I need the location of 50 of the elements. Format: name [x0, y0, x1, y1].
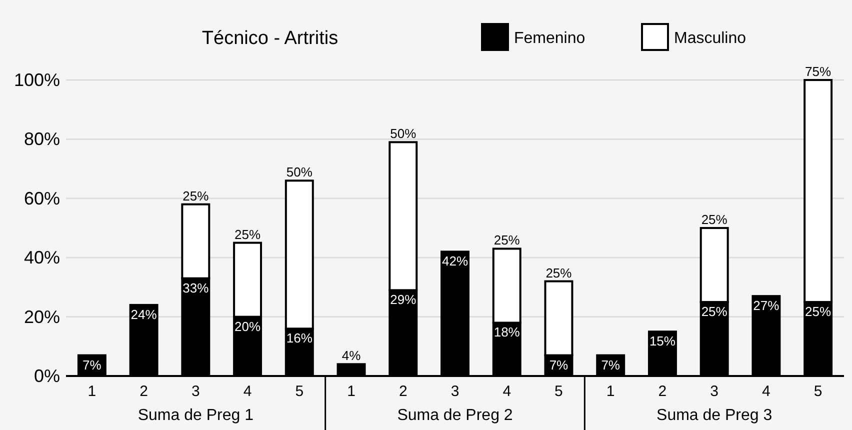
x-tick-label: 1 [606, 383, 615, 400]
data-label: 25% [234, 226, 261, 242]
data-label: 50% [286, 164, 313, 180]
x-tick-label: 3 [710, 383, 719, 400]
text: Suma de Preg 1 [138, 407, 254, 424]
data-label: 4% [342, 348, 362, 364]
x-tick-label: 3 [191, 383, 200, 400]
x-tick-label: 5 [554, 383, 563, 400]
x-tick-label: 3 [450, 383, 460, 400]
data-label: 25% [701, 212, 728, 227]
data-label: 25% [546, 265, 572, 280]
data-label: 24% [130, 306, 158, 322]
y-tick-label: 0% [34, 366, 60, 386]
data-label: 7% [82, 357, 102, 372]
chart-title: Técnico - Artritis [202, 28, 338, 49]
x-tick-label: 4 [762, 383, 770, 400]
x-tick-label: 5 [295, 383, 304, 400]
y-tick-label: 60% [24, 188, 60, 208]
y-tick-label: 80% [24, 129, 60, 150]
data-label: 16% [286, 330, 313, 346]
x-tick-label: 5 [814, 383, 822, 400]
y-tick-label: 20% [24, 306, 60, 327]
data-label: 25% [494, 232, 520, 248]
x-tick-label: 1 [347, 383, 356, 400]
data-label: 29% [390, 292, 417, 308]
legend-label: Masculino [674, 30, 746, 47]
data-label: 33% [182, 280, 210, 296]
data-label: 27% [753, 298, 780, 314]
data-label: 20% [234, 318, 261, 334]
x-tick-label: 2 [140, 383, 148, 400]
data-label: 25% [182, 188, 210, 204]
data-label: 18% [494, 324, 520, 340]
data-label: 7% [601, 357, 620, 372]
data-label: 75% [805, 64, 832, 79]
text: Suma de Preg 3 [656, 407, 772, 424]
data-label: 25% [805, 304, 832, 319]
data-label: 25% [701, 304, 728, 319]
y-tick-label: 100% [14, 70, 60, 90]
data-label: 15% [649, 334, 676, 349]
data-label: 50% [390, 126, 417, 142]
x-tick-label: 2 [398, 383, 408, 400]
legend-label: Femenino [514, 30, 586, 47]
x-tick-label: 4 [502, 383, 512, 400]
x-tick-label: 2 [658, 383, 667, 400]
text: Suma de Preg 2 [397, 407, 513, 424]
data-label: 42% [442, 254, 468, 269]
x-tick-label: 1 [88, 383, 96, 400]
data-label: 7% [549, 357, 569, 372]
y-tick-label: 40% [24, 248, 60, 268]
x-tick-label: 4 [243, 383, 252, 400]
